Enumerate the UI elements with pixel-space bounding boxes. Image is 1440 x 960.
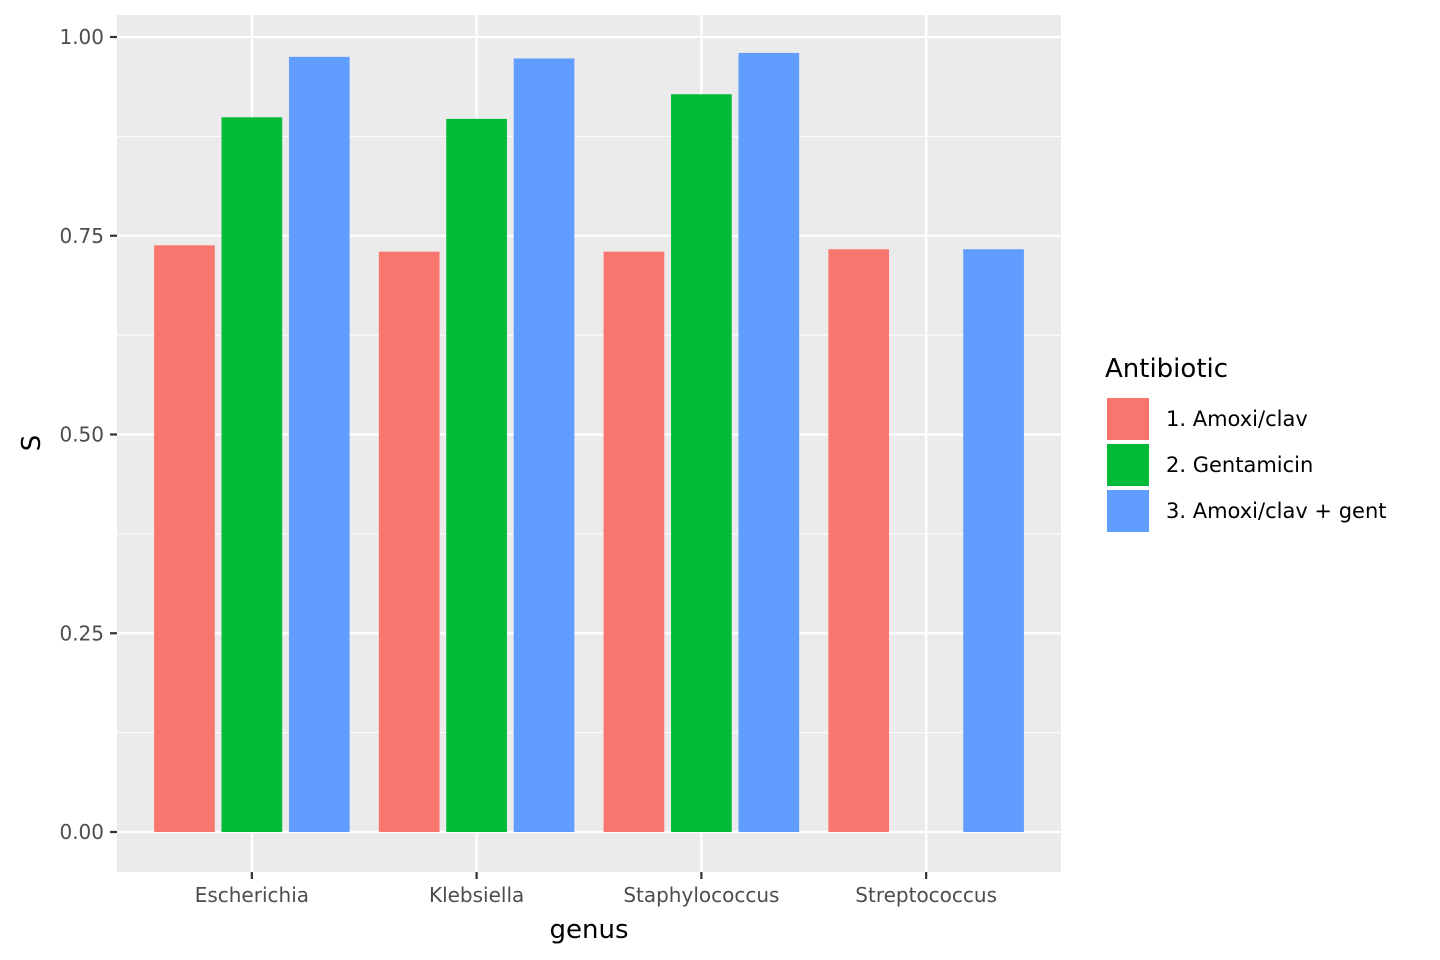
bar-streptococcus-series-1 <box>828 249 890 832</box>
bar-escherichia-series-1 <box>154 245 215 833</box>
bar-streptococcus-series-3 <box>963 249 1024 832</box>
bar-klebsiella-series-1 <box>378 251 440 832</box>
legend-label-1: 1. Amoxi/clav <box>1166 407 1308 431</box>
x-tick-label: Escherichia <box>195 883 309 907</box>
x-axis: Escherichia Klebsiella Staphylococcus Strep… <box>195 872 997 907</box>
x-tick-label: Streptococcus <box>855 883 997 907</box>
y-axis: 0.00 0.25 0.50 0.75 1.00 <box>59 25 117 844</box>
legend-key-3 <box>1107 490 1149 532</box>
x-axis-title: genus <box>549 915 628 945</box>
bar-escherichia-series-3 <box>288 56 350 832</box>
bar-staphylococcus-series-1 <box>603 251 665 832</box>
legend-title: Antibiotic <box>1105 354 1228 384</box>
y-tick-label: 0.25 <box>59 621 104 645</box>
bar-escherichia-series-2 <box>221 117 283 833</box>
y-axis-title: S <box>17 435 47 452</box>
bar-staphylococcus-series-3 <box>738 52 800 832</box>
legend-label-2: 2. Gentamicin <box>1166 453 1313 477</box>
legend: Antibiotic 1. Amoxi/clav 2. Gentamicin 3. … <box>1105 354 1387 532</box>
legend-key-1 <box>1107 398 1149 440</box>
legend-key-2 <box>1107 444 1149 486</box>
bar-klebsiella-series-2 <box>446 118 507 832</box>
y-tick-label: 0.00 <box>59 820 104 844</box>
x-tick-label: Staphylococcus <box>623 883 779 907</box>
bar-staphylococcus-series-2 <box>671 94 732 833</box>
legend-label-3: 3. Amoxi/clav + gent <box>1166 499 1387 523</box>
bars <box>154 52 1024 833</box>
bar-klebsiella-series-3 <box>513 58 575 832</box>
y-tick-label: 0.75 <box>59 224 104 248</box>
y-tick-label: 0.50 <box>59 423 104 447</box>
x-tick-label: Klebsiella <box>429 883 524 907</box>
y-tick-label: 1.00 <box>59 25 104 49</box>
